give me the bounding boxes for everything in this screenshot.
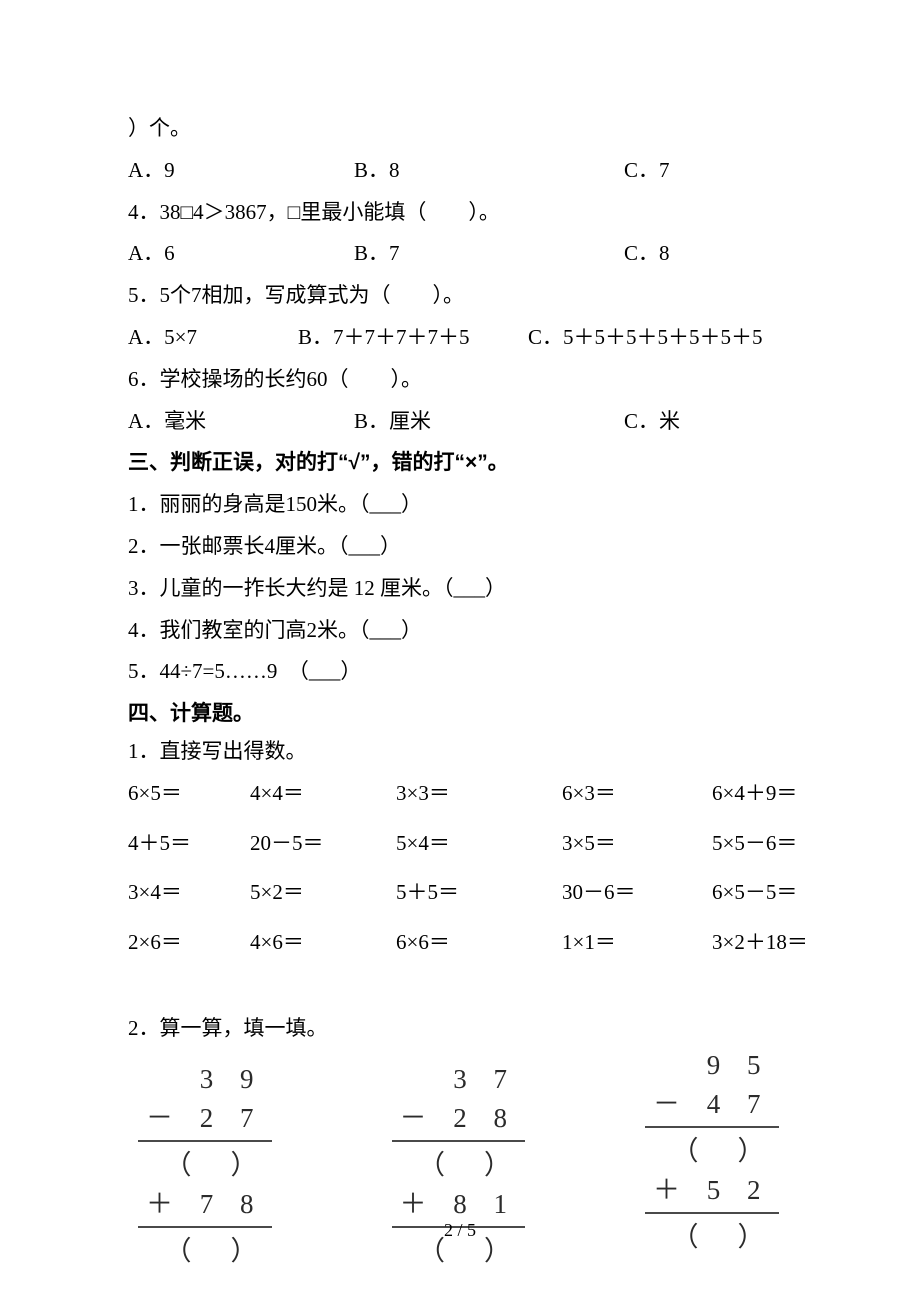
sec3-title: 三、判断正误，对的打“√”，错的打“×”。 <box>128 444 792 482</box>
calc-cell: 4×6＝ <box>250 924 396 962</box>
q5-opt-c: C．5＋5＋5＋5＋5＋5＋5 <box>528 319 763 357</box>
vcalc-rule <box>138 1140 272 1142</box>
vcalc-row: － 2 8 <box>392 1099 526 1138</box>
calc-cell: 4×4＝ <box>250 775 396 813</box>
q4-opt-c: C．8 <box>624 235 670 273</box>
vcalc-row: 3 7 <box>392 1060 526 1099</box>
q5-options: A．5×7 B．7＋7＋7＋7＋5 C．5＋5＋5＋5＋5＋5＋5 <box>128 319 792 357</box>
calc-cell: 5×5－6＝ <box>712 825 832 863</box>
calc-cell: 6×3＝ <box>562 775 712 813</box>
q4-opt-a: A．6 <box>128 235 354 273</box>
q3-opt-c: C．7 <box>624 152 670 190</box>
sec4-p2-title: 2．算一算，填一填。 <box>128 1010 792 1048</box>
sec3-item-4: 4．我们教室的门高2米。（___） <box>128 612 792 650</box>
q4-options: A．6 B．7 C．8 <box>128 235 792 273</box>
sec3-item-5: 5．44÷7=5……9 （___） <box>128 653 792 691</box>
q5-opt-b: B．7＋7＋7＋7＋5 <box>298 319 528 357</box>
vcalc-row: 3 9 <box>138 1060 272 1099</box>
vcalc-rule <box>645 1126 779 1128</box>
calc-cell: 3×4＝ <box>128 874 250 912</box>
calc-cell: 30－6＝ <box>562 874 712 912</box>
calc-cell: 6×5＝ <box>128 775 250 813</box>
worksheet-page: ）个。 A．9 B．8 C．7 4．38□4＞3867，□里最小能填（ ）。 A… <box>0 0 920 1302</box>
calc-cell: 20－5＝ <box>250 825 396 863</box>
sec3-item-3: 3．儿童的一拃长大约是 12 厘米。（___） <box>128 570 792 608</box>
q6-opt-b: B．厘米 <box>354 403 624 441</box>
q3-opt-a: A．9 <box>128 152 354 190</box>
sec3-item-1: 1．丽丽的身高是150米。（___） <box>128 486 792 524</box>
vcalc-row: － 2 7 <box>138 1099 272 1138</box>
sec3-item-2: 2．一张邮票长4厘米。（___） <box>128 528 792 566</box>
vcalc-rule <box>392 1140 526 1142</box>
vcalc-row: 9 5 <box>645 1046 779 1085</box>
calc-cell: 5×2＝ <box>250 874 396 912</box>
q6-opt-c: C．米 <box>624 403 680 441</box>
calc-cell: 4＋5＝ <box>128 825 250 863</box>
calc-cell: 3×3＝ <box>396 775 562 813</box>
calc-cell: 6×5－5＝ <box>712 874 832 912</box>
q4-stem: 4．38□4＞3867，□里最小能填（ ）。 <box>128 194 792 232</box>
q3-options: A．9 B．8 C．7 <box>128 152 792 190</box>
calc-cell: 3×2＋18＝ <box>712 924 832 962</box>
vcalc-blank: （ ） <box>138 1146 272 1185</box>
calc-cell: 1×1＝ <box>562 924 712 962</box>
calc-cell: 6×4＋9＝ <box>712 775 832 813</box>
calc-cell: 5×4＝ <box>396 825 562 863</box>
page-number: 2 / 5 <box>0 1214 920 1246</box>
calc-cell: 3×5＝ <box>562 825 712 863</box>
sec4-p1-title: 1．直接写出得数。 <box>128 733 792 771</box>
vcalc-blank: （ ） <box>645 1132 779 1171</box>
calc-cell: 6×6＝ <box>396 924 562 962</box>
vcalc-row: ＋ 5 2 <box>645 1171 779 1210</box>
calc-cell: 2×6＝ <box>128 924 250 962</box>
q6-opt-a: A．毫米 <box>128 403 354 441</box>
q3-stem-tail: ）个。 <box>128 110 792 148</box>
q6-stem: 6．学校操场的长约60（ ）。 <box>128 361 792 399</box>
q6-options: A．毫米 B．厘米 C．米 <box>128 403 792 441</box>
q4-opt-b: B．7 <box>354 235 624 273</box>
calc-cell: 5＋5＝ <box>396 874 562 912</box>
sec4-title: 四、计算题。 <box>128 695 792 733</box>
q5-opt-a: A．5×7 <box>128 319 298 357</box>
calc-grid: 6×5＝ 4×4＝ 3×3＝ 6×3＝ 6×4＋9＝ 4＋5＝ 20－5＝ 5×… <box>128 775 792 962</box>
vcalc-row: － 4 7 <box>645 1085 779 1124</box>
q3-opt-b: B．8 <box>354 152 624 190</box>
vcalc-blank: （ ） <box>392 1146 526 1185</box>
q5-stem: 5．5个7相加，写成算式为（ ）。 <box>128 277 792 315</box>
